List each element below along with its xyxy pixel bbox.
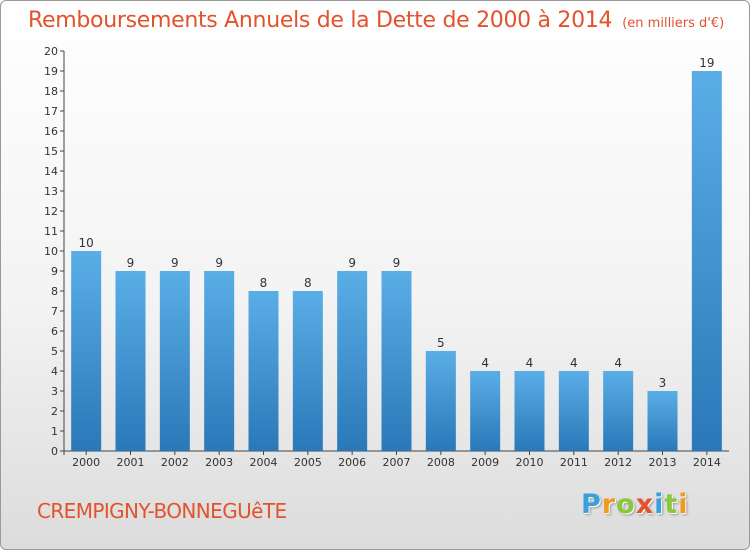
bar-value-label: 3 bbox=[659, 376, 667, 390]
x-tick-label: 2008 bbox=[427, 456, 455, 469]
bar-value-label: 8 bbox=[304, 276, 312, 290]
bar bbox=[337, 271, 368, 451]
chart-unit: (en milliers d'€) bbox=[622, 16, 725, 31]
bar bbox=[425, 351, 456, 451]
bar-value-label: 9 bbox=[393, 256, 401, 270]
y-tick-label: 18 bbox=[44, 85, 58, 98]
bar bbox=[248, 291, 279, 451]
bar bbox=[204, 271, 235, 451]
bar bbox=[159, 271, 190, 451]
y-tick-label: 9 bbox=[51, 265, 58, 278]
x-tick-label: 2001 bbox=[117, 456, 145, 469]
bar-value-label: 19 bbox=[699, 56, 714, 70]
y-tick-label: 8 bbox=[51, 285, 58, 298]
x-tick-label: 2012 bbox=[604, 456, 632, 469]
x-tick-label: 2004 bbox=[250, 456, 278, 469]
y-tick-label: 6 bbox=[51, 325, 58, 338]
bar-value-label: 4 bbox=[526, 356, 534, 370]
x-tick-label: 2002 bbox=[161, 456, 189, 469]
bar bbox=[381, 271, 412, 451]
bar bbox=[514, 371, 545, 451]
y-tick-label: 3 bbox=[51, 385, 58, 398]
bar-value-label: 9 bbox=[348, 256, 356, 270]
y-tick-label: 2 bbox=[51, 405, 58, 418]
bar-value-label: 5 bbox=[437, 336, 445, 350]
bar bbox=[603, 371, 634, 451]
y-tick-label: 5 bbox=[51, 345, 58, 358]
y-tick-label: 4 bbox=[51, 365, 58, 378]
x-tick-label: 2007 bbox=[383, 456, 411, 469]
bar-value-label: 9 bbox=[127, 256, 135, 270]
logo-letter: x bbox=[635, 489, 655, 520]
y-tick-label: 10 bbox=[44, 245, 58, 258]
bar bbox=[470, 371, 501, 451]
x-tick-label: 2000 bbox=[72, 456, 100, 469]
bar-value-label: 4 bbox=[614, 356, 622, 370]
bar-value-label: 10 bbox=[79, 236, 94, 250]
y-tick-label: 13 bbox=[44, 185, 58, 198]
x-tick-label: 2003 bbox=[205, 456, 233, 469]
x-tick-label: 2009 bbox=[471, 456, 499, 469]
y-tick-label: 16 bbox=[44, 125, 58, 138]
bar-value-label: 4 bbox=[481, 356, 489, 370]
y-tick-label: 15 bbox=[44, 145, 58, 158]
x-tick-label: 2011 bbox=[560, 456, 588, 469]
x-tick-label: 2006 bbox=[338, 456, 366, 469]
x-tick-label: 2014 bbox=[693, 456, 721, 469]
bar-value-label: 8 bbox=[260, 276, 268, 290]
y-tick-label: 19 bbox=[44, 65, 58, 78]
logo-letter: o bbox=[616, 489, 636, 520]
commune-name: CREMPIGNY-BONNEGUêTE bbox=[37, 499, 287, 523]
y-tick-label: 11 bbox=[44, 225, 58, 238]
y-tick-label: 17 bbox=[44, 105, 58, 118]
logo-letter: i bbox=[678, 489, 689, 520]
logo-letter: i bbox=[654, 489, 665, 520]
bar bbox=[115, 271, 146, 451]
bar-value-label: 9 bbox=[171, 256, 179, 270]
bar bbox=[691, 71, 722, 451]
bar bbox=[647, 391, 678, 451]
x-tick-label: 2013 bbox=[649, 456, 677, 469]
logo-letter: t bbox=[664, 489, 679, 520]
y-tick-label: 20 bbox=[44, 45, 58, 58]
x-tick-label: 2010 bbox=[516, 456, 544, 469]
bar bbox=[292, 291, 323, 451]
chart-title-text: Remboursements Annuels de la Dette de 20… bbox=[28, 8, 613, 33]
bar-value-label: 4 bbox=[570, 356, 578, 370]
y-tick-label: 7 bbox=[51, 305, 58, 318]
proxiti-logo: Proxiti bbox=[581, 489, 689, 520]
y-tick-label: 14 bbox=[44, 165, 58, 178]
x-tick-label: 2005 bbox=[294, 456, 322, 469]
y-tick-label: 12 bbox=[44, 205, 58, 218]
bar-value-label: 9 bbox=[215, 256, 223, 270]
y-tick-label: 1 bbox=[51, 425, 58, 438]
chart-title: Remboursements Annuels de la Dette de 20… bbox=[28, 8, 724, 33]
y-tick-label: 0 bbox=[51, 445, 58, 458]
logo-letter: r bbox=[601, 489, 617, 520]
bar bbox=[71, 251, 102, 451]
bar bbox=[558, 371, 589, 451]
logo-letter: P bbox=[581, 489, 602, 520]
